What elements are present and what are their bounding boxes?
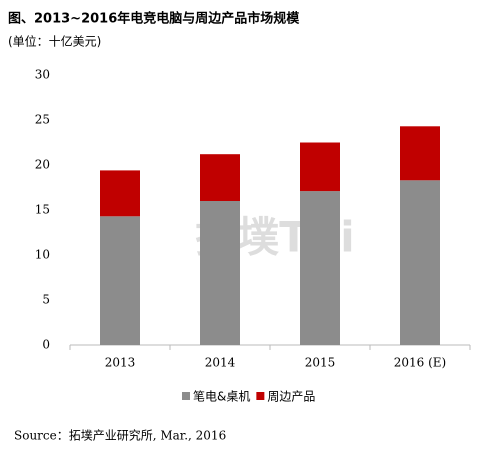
legend-swatch (182, 392, 190, 400)
chart-subtitle: (单位：十亿美元) (8, 34, 101, 49)
bar-segment (400, 180, 440, 345)
source-note: Source：拓墣产业研究所, Mar., 2016 (14, 428, 226, 443)
y-tick-label: 25 (35, 113, 50, 127)
bar-segment (300, 142, 340, 192)
legend-label: 笔电&桌机 (193, 389, 250, 404)
y-tick-label: 30 (35, 68, 50, 82)
x-tick-label: 2016 (E) (394, 356, 446, 370)
bar-segment (200, 201, 240, 345)
legend-label: 周边产品 (267, 390, 315, 404)
y-tick-label: 10 (35, 248, 50, 262)
x-tick-label: 2014 (205, 356, 236, 370)
y-tick-label: 5 (42, 293, 50, 307)
bar-segment (300, 191, 340, 345)
x-tick-label: 2013 (105, 356, 136, 370)
bar-segment (100, 170, 140, 217)
bar-segment (100, 216, 140, 345)
bar-segment (200, 154, 240, 201)
y-tick-label: 20 (35, 158, 50, 172)
legend-swatch (256, 392, 265, 400)
bar-segment (400, 126, 440, 181)
x-tick-label: 2015 (305, 356, 336, 370)
chart-title: 图、2013~2016年电竞电脑与周边产品市场规模 (8, 11, 300, 27)
y-tick-label: 0 (42, 338, 50, 352)
y-tick-label: 15 (35, 203, 50, 217)
